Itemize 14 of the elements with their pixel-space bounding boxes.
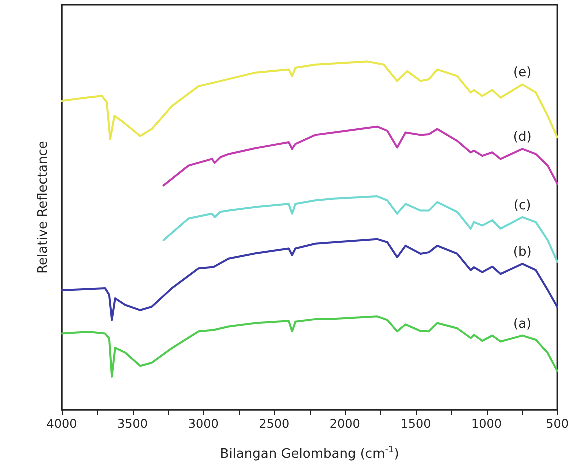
series-label: (b): [513, 245, 532, 260]
series-label: (e): [514, 66, 532, 81]
x-tick-label: 500: [546, 417, 569, 431]
x-tick-label: 3000: [188, 417, 219, 431]
series-label: (c): [514, 198, 532, 214]
x-tick-label: 4000: [46, 417, 78, 431]
x-tick-label: 2000: [330, 417, 360, 431]
x-tick-label: 1500: [400, 417, 432, 431]
x-tick-label: 2500: [259, 417, 290, 431]
series-label: (d): [513, 130, 532, 146]
series-label: (a): [514, 316, 532, 332]
y-axis-title: Relative Reflectance: [36, 141, 51, 274]
x-tick-label: 1000: [471, 417, 502, 431]
x-tick-label: 3500: [118, 417, 148, 431]
